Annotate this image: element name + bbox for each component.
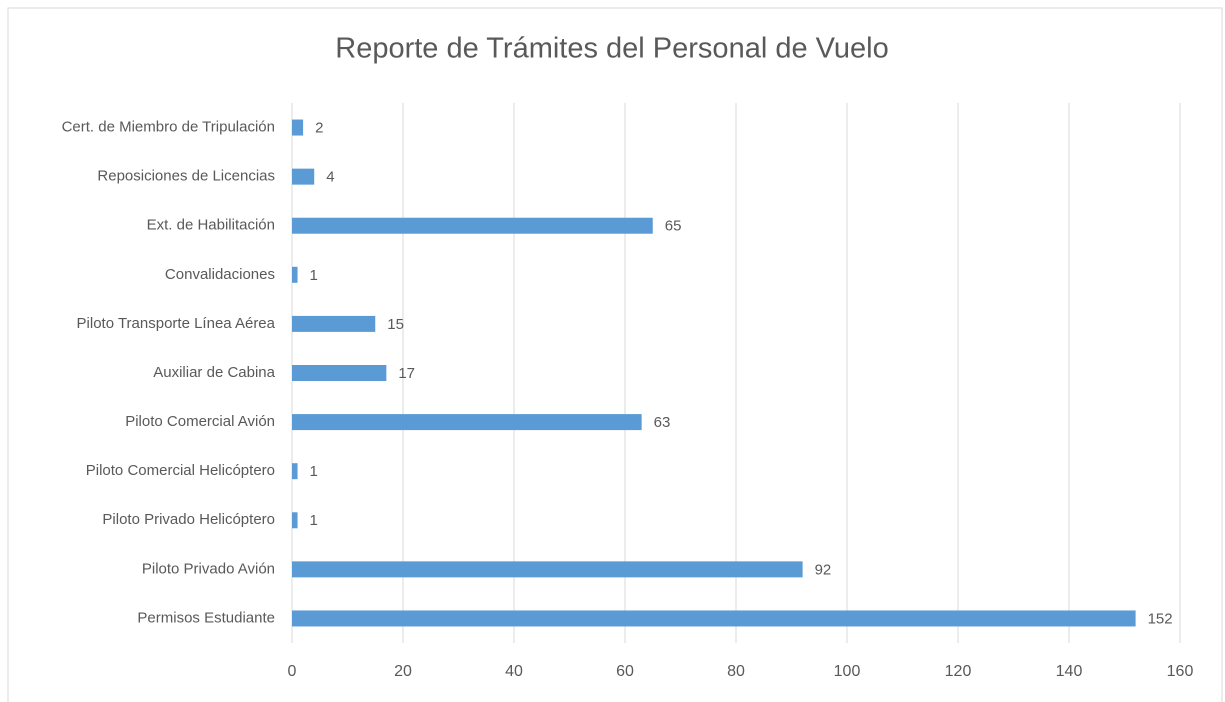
data-label: 152 bbox=[1148, 610, 1173, 627]
data-label: 1 bbox=[310, 512, 318, 529]
bar bbox=[292, 168, 315, 185]
y-tick-label: Reposiciones de Licencias bbox=[97, 168, 275, 185]
bar bbox=[292, 414, 642, 431]
data-label: 4 bbox=[326, 169, 334, 186]
bar bbox=[292, 266, 298, 283]
data-label: 2 bbox=[315, 120, 323, 137]
chart-frame bbox=[7, 7, 1223, 702]
y-tick-label: Auxiliar de Cabina bbox=[153, 364, 275, 381]
x-tick-label: 0 bbox=[288, 663, 297, 680]
x-tick-label: 100 bbox=[834, 663, 861, 680]
bar bbox=[292, 119, 304, 136]
data-label: 1 bbox=[310, 463, 318, 480]
x-tick-label: 160 bbox=[1167, 663, 1194, 680]
bar bbox=[292, 463, 298, 480]
y-tick-label: Piloto Privado Avión bbox=[142, 560, 275, 577]
data-label: 63 bbox=[654, 414, 671, 431]
y-tick-label: Piloto Transporte Línea Aérea bbox=[77, 315, 276, 332]
data-label: 92 bbox=[815, 561, 832, 578]
x-tick-label: 80 bbox=[727, 663, 745, 680]
bar bbox=[292, 512, 298, 529]
x-tick-label: 140 bbox=[1056, 663, 1083, 680]
data-label: 65 bbox=[665, 218, 682, 235]
x-tick-label: 120 bbox=[945, 663, 972, 680]
x-tick-label: 40 bbox=[505, 663, 523, 680]
data-label: 1 bbox=[310, 267, 318, 284]
y-tick-label: Ext. de Habilitación bbox=[147, 217, 275, 234]
y-tick-label: Cert. de Miembro de Tripulación bbox=[62, 119, 275, 136]
y-tick-label: Piloto Comercial Avión bbox=[125, 413, 275, 430]
data-label: 15 bbox=[387, 316, 404, 333]
y-tick-label: Permisos Estudiante bbox=[137, 609, 275, 626]
bar bbox=[292, 315, 376, 332]
x-tick-label: 20 bbox=[394, 663, 412, 680]
y-tick-label: Piloto Comercial Helicóptero bbox=[86, 462, 275, 479]
bar bbox=[292, 561, 803, 578]
y-tick-label: Convalidaciones bbox=[165, 266, 275, 283]
chart-title: Reporte de Trámites del Personal de Vuel… bbox=[335, 33, 888, 65]
x-tick-label: 60 bbox=[616, 663, 634, 680]
bar bbox=[292, 217, 653, 234]
y-tick-label: Piloto Privado Helicóptero bbox=[102, 511, 275, 528]
data-label: 17 bbox=[398, 365, 415, 382]
bar bbox=[292, 365, 387, 381]
bar bbox=[292, 610, 1136, 627]
